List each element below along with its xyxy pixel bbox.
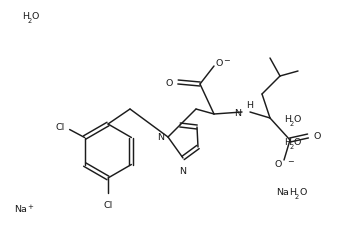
Text: O: O: [275, 160, 282, 169]
Text: O: O: [294, 138, 301, 147]
Text: Cl: Cl: [103, 200, 113, 209]
Text: O: O: [313, 132, 320, 141]
Text: H: H: [246, 101, 253, 110]
Text: Na: Na: [276, 188, 289, 197]
Text: O: O: [216, 59, 224, 68]
Text: H: H: [22, 11, 29, 20]
Text: N: N: [234, 109, 241, 118]
Text: O: O: [166, 78, 173, 87]
Text: 2: 2: [295, 194, 299, 200]
Text: −: −: [223, 56, 230, 65]
Text: H: H: [284, 115, 291, 124]
Text: −: −: [287, 157, 294, 166]
Text: 2: 2: [290, 121, 294, 127]
Text: H: H: [289, 188, 296, 197]
Text: 2: 2: [290, 144, 294, 150]
Text: O: O: [32, 11, 39, 20]
Text: Cl: Cl: [55, 122, 65, 131]
Text: Na: Na: [14, 205, 27, 214]
Text: O: O: [299, 188, 306, 197]
Text: N: N: [157, 133, 164, 142]
Text: 2: 2: [28, 17, 32, 23]
Text: H: H: [284, 138, 291, 147]
Text: N: N: [180, 166, 187, 175]
Text: O: O: [294, 115, 301, 124]
Text: +: +: [27, 203, 33, 209]
